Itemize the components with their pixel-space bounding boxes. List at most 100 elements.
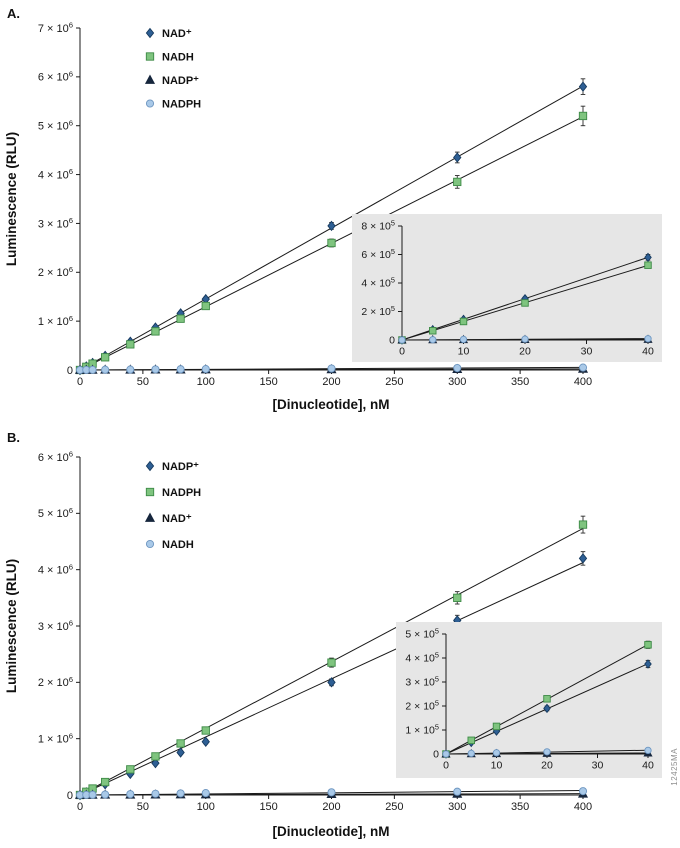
tick-label: 40 <box>642 760 654 772</box>
data-point <box>459 335 468 344</box>
tick-label: 400 <box>574 376 592 388</box>
legend-label: NADP⁺ <box>162 75 199 87</box>
data-point <box>88 790 97 799</box>
tick-label: 10 <box>458 346 470 358</box>
data-point <box>644 659 652 669</box>
data-point <box>429 336 437 344</box>
tick-label: 150 <box>259 376 277 388</box>
tick-label: 0 <box>77 801 83 813</box>
data-point <box>578 787 588 796</box>
legend-marker-triangle <box>144 512 156 522</box>
x-axis-title: [Dinucleotide], nM <box>273 824 390 839</box>
tick-label: 40 <box>642 346 654 358</box>
tick-label: 1 × 106 <box>38 314 73 328</box>
tick-label: 200 <box>322 376 340 388</box>
tick-label: 0 <box>443 760 449 772</box>
legend: NAD⁺ NADH NADP⁺ NADPH <box>144 27 201 111</box>
data-point <box>101 777 110 787</box>
data-point <box>543 695 551 703</box>
tick-label: 250 <box>385 801 403 813</box>
data-point <box>442 750 450 758</box>
legend-marker-triangle <box>144 74 156 84</box>
panel-b-label: B. <box>7 430 20 445</box>
data-point <box>467 736 475 745</box>
data-point <box>201 736 210 747</box>
data-point <box>151 789 160 798</box>
tick-label: 7 × 106 <box>38 21 73 35</box>
legend-label: NADP⁺ <box>162 461 199 473</box>
legend-marker-diamond <box>145 460 155 472</box>
tick-label: 0 <box>399 346 405 358</box>
x-axis-title: [Dinucleotide], nM <box>273 397 390 412</box>
tick-label: 2 × 105 <box>361 304 395 318</box>
legend-label: NADPH <box>162 99 201 111</box>
tick-label: 0 <box>67 790 73 802</box>
legend-marker-square <box>145 487 155 497</box>
data-point <box>453 787 462 796</box>
data-point <box>453 593 462 602</box>
tick-label: 50 <box>137 801 149 813</box>
tick-label: 4 × 105 <box>361 276 395 290</box>
data-point <box>327 788 336 797</box>
data-point <box>578 111 588 121</box>
inset-plot: 0 10 20 30 40 0 1 × 105 2 × 105 3 × 105 4 × 105 5 … <box>396 622 662 778</box>
tick-label: 8 × 105 <box>361 219 395 233</box>
tick-label: 100 <box>197 376 215 388</box>
data-point <box>398 336 406 344</box>
tick-label: 0 <box>77 376 83 388</box>
data-point <box>644 641 652 649</box>
tick-label: 2 × 105 <box>405 699 439 713</box>
tick-label: 5 × 106 <box>38 118 73 132</box>
data-point <box>176 747 185 758</box>
tick-label: 30 <box>592 760 604 772</box>
tick-label: 350 <box>511 376 529 388</box>
tick-label: 6 × 106 <box>38 70 73 84</box>
tick-label: 200 <box>322 801 340 813</box>
data-point <box>126 365 135 374</box>
data-point <box>101 353 110 362</box>
legend-label: NADH <box>162 52 194 64</box>
panel-a: A. 0 50 100 150 200 250 300 350 400 0 1 × 106 2 × 1… <box>4 6 662 412</box>
data-point <box>327 238 336 248</box>
data-point <box>176 739 185 748</box>
legend-label: NADH <box>162 539 194 551</box>
tick-label: 10 <box>491 760 503 772</box>
tick-label: 150 <box>259 801 277 813</box>
data-point <box>201 789 210 798</box>
tick-label: 3 × 106 <box>38 619 73 633</box>
data-point <box>126 790 135 799</box>
data-point <box>459 317 468 326</box>
data-point <box>543 748 551 756</box>
data-point <box>151 365 160 374</box>
data-point <box>492 749 501 757</box>
tick-label: 300 <box>448 801 466 813</box>
legend-label: NADPH <box>162 487 201 499</box>
data-point <box>644 252 652 263</box>
legend-marker-square <box>145 52 155 61</box>
data-point <box>453 363 462 373</box>
data-point <box>644 261 652 269</box>
y-axis-title: Luminescence (RLU) <box>4 132 19 266</box>
tick-label: 30 <box>581 346 593 358</box>
tick-label: 50 <box>137 376 149 388</box>
data-point <box>201 726 210 735</box>
data-point <box>644 335 652 343</box>
data-point <box>327 658 336 667</box>
data-point <box>101 365 110 374</box>
data-point <box>176 365 185 374</box>
tick-label: 3 × 105 <box>405 675 439 689</box>
data-point <box>578 81 588 92</box>
data-point <box>578 520 588 529</box>
data-point <box>151 757 160 769</box>
legend: NADP⁺ NADPH NAD⁺ NADH <box>144 460 201 551</box>
tick-label: 0 <box>67 365 73 377</box>
data-point <box>151 752 160 761</box>
data-point <box>543 703 551 714</box>
tick-label: 4 × 105 <box>405 651 439 665</box>
tick-label: 100 <box>197 801 215 813</box>
data-point <box>327 220 336 232</box>
data-point <box>644 746 652 755</box>
